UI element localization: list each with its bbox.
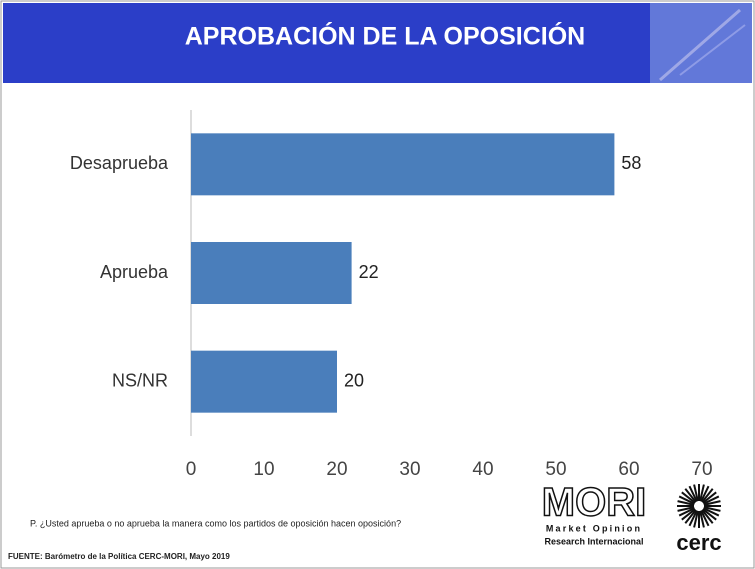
category-label: Desaprueba [70, 153, 169, 173]
x-tick-label: 50 [545, 459, 566, 480]
bar [191, 133, 614, 195]
slide: APROBACIÓN DE LA OPOSICIÓN P. ¿Usted apr… [0, 0, 755, 569]
note: P. ¿Usted aprueba o no aprueba la manera… [30, 518, 401, 528]
cerc-logo: cerc [676, 530, 721, 555]
bar [191, 351, 337, 413]
mori-logo: MORI [542, 481, 646, 525]
header-decoration [650, 3, 752, 83]
value-label: 20 [344, 370, 364, 390]
x-tick-label: 20 [326, 459, 347, 480]
x-tick-label: 10 [253, 459, 274, 480]
x-tick-label: 70 [691, 459, 712, 480]
category-label: Aprueba [100, 262, 169, 282]
mori-line1: Market Opinion [546, 523, 642, 533]
x-tick-label: 60 [618, 459, 639, 480]
category-label: NS/NR [112, 370, 168, 390]
x-tick-label: 30 [399, 459, 420, 480]
source: FUENTE: Barómetro de la Política CERC-MO… [8, 552, 230, 561]
value-label: 58 [621, 153, 641, 173]
value-label: 22 [359, 262, 379, 282]
chart-title: APROBACIÓN DE LA OPOSICIÓN [185, 21, 586, 51]
mori-line2: Research Internacional [544, 536, 643, 546]
x-tick-label: 0 [186, 459, 197, 480]
bar [191, 242, 352, 304]
x-tick-label: 40 [472, 459, 493, 480]
